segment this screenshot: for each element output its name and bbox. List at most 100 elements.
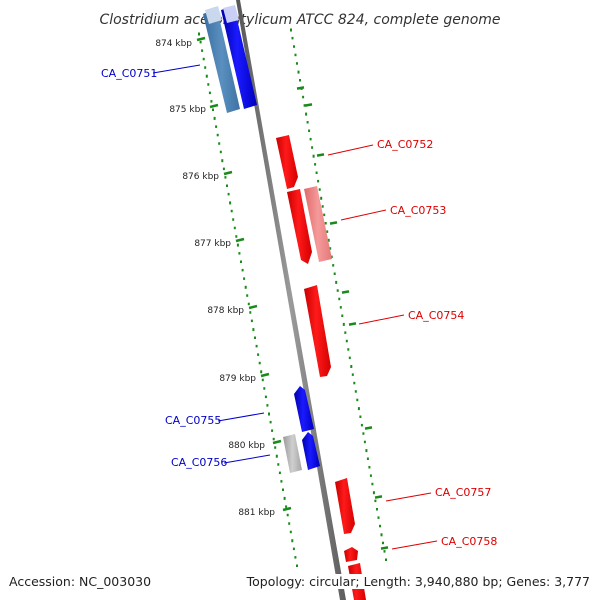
gc-dot xyxy=(351,373,354,376)
gc-dot xyxy=(252,328,255,332)
gene-label-ca-c0751[interactable]: CA_C0751 xyxy=(101,67,157,80)
gc-dot xyxy=(309,137,312,141)
gc-dot xyxy=(383,550,386,553)
gc-dot xyxy=(315,171,318,174)
gc-dot xyxy=(288,522,291,525)
gc-dot xyxy=(321,205,324,208)
gc-dot xyxy=(374,499,377,503)
gc-dot xyxy=(332,264,335,267)
gc-dot xyxy=(264,395,267,399)
gc-dot xyxy=(243,277,246,280)
gc-dot xyxy=(232,218,235,221)
gene-label-ca-c0752[interactable]: CA_C0752 xyxy=(377,138,433,151)
gc-dot xyxy=(306,121,309,124)
gc-dot xyxy=(345,339,348,343)
gc-dot xyxy=(323,213,326,217)
gc-dot xyxy=(311,146,314,149)
gc-dot xyxy=(244,285,247,289)
gc-dot xyxy=(366,457,369,460)
gc-dot xyxy=(296,62,298,65)
gene-label-ca-c0755[interactable]: CA_C0755 xyxy=(165,414,221,427)
leader-line-ca-c0757 xyxy=(385,492,432,502)
gene-feature-ca-c0754[interactable] xyxy=(304,285,331,377)
tick-label: 880 kbp xyxy=(228,441,265,451)
gc-content-track-left xyxy=(198,32,298,567)
gc-dot xyxy=(247,302,250,306)
gc-dot xyxy=(339,306,342,309)
gc-dot xyxy=(222,167,225,171)
gc-dash xyxy=(296,86,305,90)
gc-dot xyxy=(290,28,292,32)
tick-label: 874 kbp xyxy=(155,39,192,49)
tick-label: 879 kbp xyxy=(219,374,256,384)
gc-dash xyxy=(374,495,383,499)
gc-dot xyxy=(254,336,256,339)
leader-line-ca-c0755 xyxy=(217,412,265,422)
gc-dot xyxy=(278,471,281,475)
callout-labels: CA_C0751 CA_C0752 CA_C0753 CA_C0754 CA_C… xyxy=(101,67,497,548)
gc-dot xyxy=(208,91,211,95)
gene-feature-ghost xyxy=(205,6,222,24)
gc-dot xyxy=(205,74,208,78)
gc-dot xyxy=(368,466,371,469)
gene-label-ca-c0756[interactable]: CA_C0756 xyxy=(171,456,227,469)
gc-dot xyxy=(221,159,224,163)
gene-feature-shade xyxy=(203,8,240,113)
gc-dot xyxy=(293,45,295,48)
gene-label-ca-c0753[interactable]: CA_C0753 xyxy=(390,204,446,217)
gc-dot xyxy=(226,184,228,187)
gc-dot xyxy=(215,125,218,128)
gc-dot xyxy=(207,83,210,86)
gene-feature-ca-c0758[interactable] xyxy=(344,547,358,562)
gene-feature-ca-c0751[interactable] xyxy=(221,6,257,109)
gc-dot xyxy=(274,446,277,449)
gc-dash xyxy=(341,290,350,294)
gc-dot xyxy=(204,66,207,69)
gene-label-ca-c0757[interactable]: CA_C0757 xyxy=(435,486,491,499)
leader-line-ca-c0758 xyxy=(391,540,438,550)
leader-line-ca-c0751 xyxy=(152,64,201,74)
gc-dot xyxy=(359,415,362,418)
gc-dot xyxy=(250,319,253,323)
gc-dot xyxy=(272,437,275,441)
gc-dot xyxy=(213,116,216,120)
gc-dot xyxy=(235,235,238,238)
gc-dot xyxy=(266,404,269,407)
gc-dot xyxy=(376,508,378,511)
gene-feature-ca-c0756[interactable] xyxy=(302,432,320,470)
gc-dot xyxy=(269,420,272,424)
leader-line-ca-c0753 xyxy=(340,209,387,221)
gc-dot xyxy=(317,179,320,183)
gene-label-ca-c0754[interactable]: CA_C0754 xyxy=(408,309,464,322)
tick-mark xyxy=(282,506,292,512)
gc-dot xyxy=(291,36,294,40)
leader-line-ca-c0752 xyxy=(327,144,374,156)
gene-feature-ca-c0753[interactable] xyxy=(287,189,312,264)
gene-feature-ca-c0752[interactable] xyxy=(276,135,298,189)
gc-dot xyxy=(299,79,301,82)
gc-dot xyxy=(212,108,214,111)
gc-dash xyxy=(316,153,325,157)
gc-dot xyxy=(297,70,300,74)
gene-feature-ca-c0755[interactable] xyxy=(294,386,314,432)
gc-dot xyxy=(258,361,261,365)
gc-dot xyxy=(224,176,227,179)
gc-dot xyxy=(327,238,330,242)
gc-dot xyxy=(289,530,292,534)
kbp-scale: 874 kbp 875 kbp 876 kbp 877 kbp 878 kbp … xyxy=(155,36,292,586)
gc-dash xyxy=(364,426,373,430)
tick-mark xyxy=(209,103,219,109)
tick-label: 878 kbp xyxy=(207,306,244,316)
callout-lines xyxy=(152,64,438,550)
gene-label-ca-c0758[interactable]: CA_C0758 xyxy=(441,535,497,548)
gc-dot xyxy=(303,104,306,107)
gc-dot xyxy=(326,230,329,233)
gc-dot xyxy=(336,289,339,292)
tick-mark xyxy=(248,304,258,310)
gc-dot xyxy=(260,370,263,374)
gc-dot xyxy=(257,353,260,356)
gc-dot xyxy=(333,272,336,275)
gc-dot xyxy=(230,209,233,213)
gene-feature-ca-c0757[interactable] xyxy=(335,478,355,534)
